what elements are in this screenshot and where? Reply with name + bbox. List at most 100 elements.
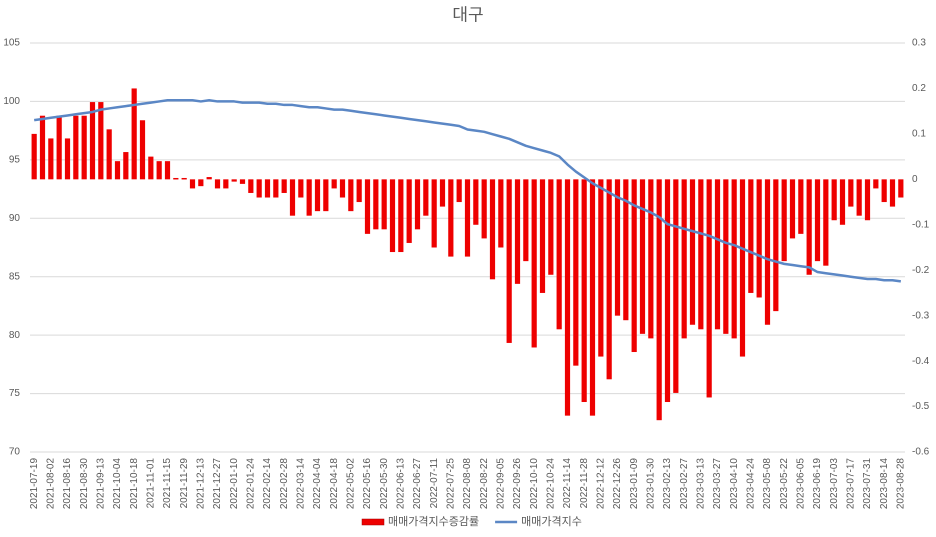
bar — [214, 179, 221, 189]
bar — [306, 179, 312, 216]
bar — [414, 179, 421, 230]
x-tick-label: 2023-07-31 — [862, 458, 873, 510]
bar — [48, 138, 54, 180]
x-tick-label: 2021-10-18 — [129, 458, 140, 510]
bar — [698, 179, 704, 330]
y2-tick-label: -0.3 — [912, 310, 930, 321]
bar — [64, 138, 71, 180]
x-tick-label: 2021-08-16 — [62, 458, 73, 510]
bar — [231, 179, 237, 182]
y-tick-label: 95 — [9, 154, 21, 165]
bar — [823, 179, 829, 266]
bar — [198, 179, 204, 187]
x-tick-label: 2021-11-29 — [179, 458, 190, 509]
bar — [364, 179, 371, 234]
y2-tick-label: 0.3 — [912, 38, 926, 49]
bar — [273, 179, 279, 198]
bar — [281, 179, 287, 193]
bar — [556, 179, 562, 330]
bar — [856, 179, 862, 216]
y2-tick-label: -0.1 — [912, 219, 930, 230]
x-tick-label: 2023-01-30 — [645, 458, 656, 510]
bar — [389, 179, 396, 253]
bar — [148, 156, 154, 180]
y2-tick-label: -0.6 — [912, 447, 930, 458]
bar — [473, 179, 479, 225]
x-tick-label: 2022-08-08 — [462, 458, 473, 510]
x-tick-label: 2022-02-14 — [262, 458, 273, 510]
x-tick-label: 2022-08-22 — [479, 458, 490, 510]
x-tick-label: 2022-01-24 — [245, 458, 256, 510]
x-tick-label: 2023-05-22 — [779, 458, 790, 510]
bar — [581, 179, 587, 403]
x-tick-label: 2023-07-17 — [845, 458, 856, 510]
bar — [39, 115, 46, 180]
bar — [456, 179, 462, 203]
bar — [98, 102, 104, 180]
bar — [81, 115, 87, 180]
x-tick-label: 2021-09-13 — [95, 458, 106, 510]
y2-tick-label: -0.4 — [912, 356, 930, 367]
y-tick-label: 85 — [9, 271, 21, 282]
bar — [789, 179, 796, 239]
y-tick-label: 105 — [3, 38, 20, 49]
chart-title: 대구 — [452, 5, 483, 24]
x-tick-label: 2022-06-27 — [412, 458, 423, 510]
bar — [89, 102, 96, 180]
bar — [631, 179, 637, 353]
bar — [223, 179, 229, 189]
bar — [139, 120, 146, 180]
y2-tick-label: -0.5 — [912, 401, 930, 412]
bar — [489, 179, 496, 280]
y2-tick-label: 0.1 — [912, 129, 926, 140]
x-tick-label: 2022-03-14 — [295, 458, 306, 510]
bar — [298, 179, 304, 198]
bar — [73, 115, 79, 180]
bar — [781, 179, 787, 262]
bar — [239, 179, 246, 184]
bar — [381, 179, 387, 230]
bar — [731, 179, 737, 339]
x-tick-label: 2021-08-02 — [45, 458, 56, 510]
bar — [431, 179, 437, 248]
bar — [481, 179, 487, 239]
line — [33, 99, 902, 283]
bar — [506, 179, 512, 343]
y2-tick-label: -0.2 — [912, 265, 930, 276]
x-tick-label: 2023-08-28 — [895, 458, 906, 510]
x-tick-label: 2022-06-13 — [395, 458, 406, 510]
bar — [681, 179, 687, 339]
bar — [548, 179, 554, 275]
x-tick-label: 2022-04-04 — [312, 458, 323, 510]
y2-tick-label: 0 — [912, 174, 918, 185]
x-tick-label: 2023-03-27 — [712, 458, 723, 510]
bar — [181, 177, 187, 180]
bar — [889, 179, 896, 207]
bar — [831, 179, 837, 221]
x-tick-label: 2022-11-28 — [579, 458, 590, 509]
bar — [331, 179, 337, 189]
x-tick-label: 2023-01-09 — [629, 458, 640, 510]
legend-label: 매매가격지수증감률 — [388, 515, 479, 528]
x-tick-label: 2023-04-24 — [745, 458, 756, 510]
bar — [264, 179, 271, 198]
x-tick-label: 2022-12-12 — [595, 458, 606, 510]
x-tick-label: 2022-10-24 — [545, 458, 556, 510]
x-tick-label: 2023-06-05 — [795, 458, 806, 510]
x-tick-label: 2021-11-01 — [145, 458, 156, 509]
x-tick-label: 2021-08-30 — [79, 458, 90, 510]
x-tick-label: 2021-12-13 — [195, 458, 206, 510]
bar — [123, 152, 129, 180]
bar — [748, 179, 754, 293]
bar — [739, 179, 746, 357]
bar — [289, 179, 296, 216]
x-tick-label: 2023-06-19 — [812, 458, 823, 510]
bar — [439, 179, 446, 207]
x-tick-label: 2023-03-13 — [695, 458, 706, 510]
bar — [106, 129, 112, 180]
bar — [56, 115, 62, 180]
bar — [598, 179, 604, 357]
legend-label: 매매가격지수 — [521, 515, 582, 528]
bar — [623, 179, 629, 321]
